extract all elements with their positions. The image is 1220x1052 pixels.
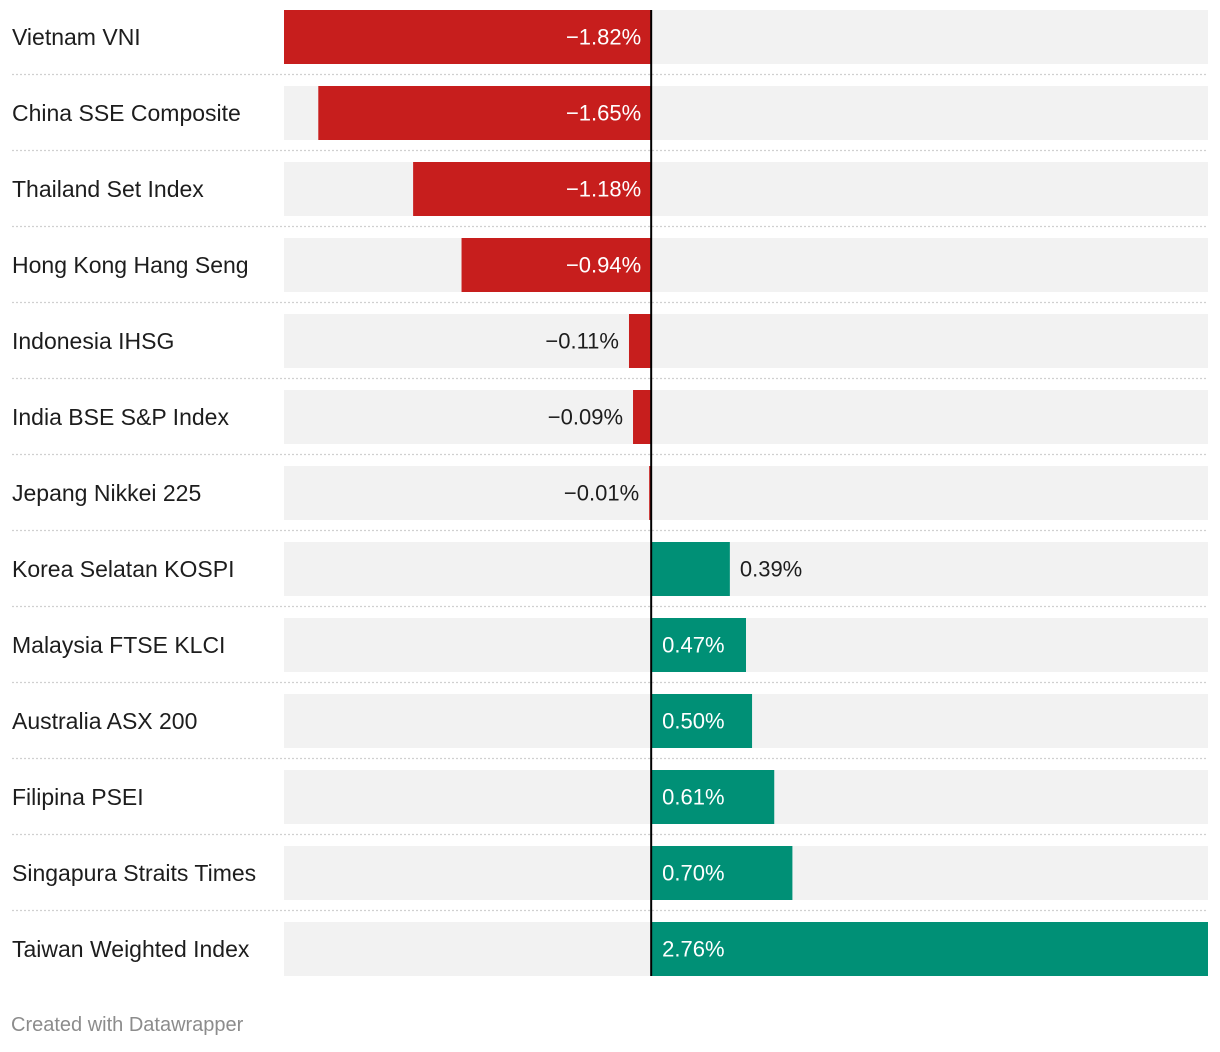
row-label: Jepang Nikkei 225 bbox=[12, 480, 201, 506]
bar bbox=[649, 466, 652, 520]
value-label: −1.18% bbox=[566, 177, 641, 202]
value-label: 0.61% bbox=[662, 785, 724, 810]
row-label: China SSE Composite bbox=[12, 100, 241, 126]
value-label: 0.70% bbox=[662, 861, 724, 886]
bar bbox=[284, 10, 652, 64]
row-label: Singapura Straits Times bbox=[12, 860, 256, 886]
bar bbox=[628, 314, 652, 368]
bar bbox=[413, 162, 652, 216]
bar-background bbox=[284, 466, 1208, 520]
bar bbox=[651, 618, 746, 672]
value-label: 0.39% bbox=[740, 557, 802, 582]
bar bbox=[651, 694, 753, 748]
row-label: Vietnam VNI bbox=[12, 24, 141, 50]
value-label: 0.47% bbox=[662, 633, 724, 658]
row-label: Australia ASX 200 bbox=[12, 708, 197, 734]
bar-background bbox=[284, 390, 1208, 444]
bar bbox=[651, 770, 775, 824]
bar-background bbox=[284, 314, 1208, 368]
bar bbox=[461, 238, 652, 292]
bar bbox=[651, 846, 793, 900]
row-label: Filipina PSEI bbox=[12, 784, 144, 810]
bar bbox=[318, 86, 652, 140]
value-label: −0.11% bbox=[545, 329, 619, 354]
datawrapper-credit[interactable]: Created with Datawrapper bbox=[11, 1014, 244, 1036]
value-label: −0.01% bbox=[564, 481, 639, 506]
row-label: India BSE S&P Index bbox=[12, 404, 229, 430]
row-label: Indonesia IHSG bbox=[12, 328, 174, 354]
value-label: −1.82% bbox=[566, 25, 641, 50]
row-label: Hong Kong Hang Seng bbox=[12, 252, 249, 278]
bar bbox=[651, 922, 1208, 976]
value-label: −1.65% bbox=[566, 101, 641, 126]
bar-background bbox=[284, 238, 1208, 292]
bar bbox=[651, 542, 730, 596]
bar bbox=[633, 390, 652, 444]
bar-background bbox=[284, 542, 1208, 596]
row-label: Taiwan Weighted Index bbox=[12, 936, 250, 962]
value-label: 2.76% bbox=[662, 937, 724, 962]
value-label: 0.50% bbox=[662, 709, 724, 734]
value-label: −0.94% bbox=[566, 253, 641, 278]
bar-chart: Vietnam VNI −1.82% China SSE Composite −1.6… bbox=[12, 10, 1208, 976]
value-label: −0.09% bbox=[548, 405, 623, 430]
row-label: Malaysia FTSE KLCI bbox=[12, 632, 225, 658]
row-label: Thailand Set Index bbox=[12, 176, 204, 202]
row-label: Korea Selatan KOSPI bbox=[12, 556, 234, 582]
